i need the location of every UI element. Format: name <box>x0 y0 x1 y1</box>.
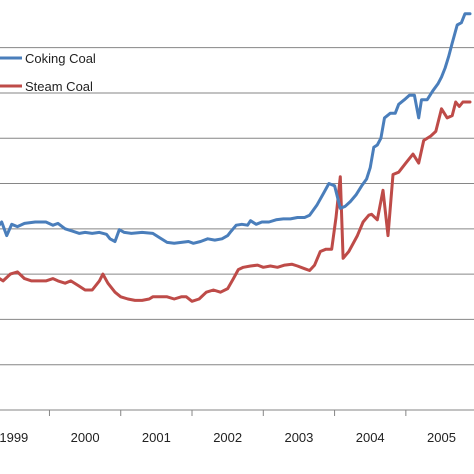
series-line-steam-coal <box>0 100 472 303</box>
x-axis-tick-labels: 1999 2000 2001 2002 2003 2004 2005 <box>0 430 456 445</box>
legend-item-steam-coal: Steam Coal <box>0 79 93 94</box>
legend-item-coking-coal: Coking Coal <box>0 51 96 66</box>
x-axis-ticks <box>48 410 407 416</box>
x-tick-label: 2000 <box>71 430 100 445</box>
x-tick-label: 2005 <box>427 430 456 445</box>
legend: Coking Coal Steam Coal <box>0 51 96 94</box>
legend-label: Steam Coal <box>25 79 93 94</box>
series-line-coking-coal <box>0 12 472 245</box>
x-tick-label: 2004 <box>356 430 385 445</box>
x-tick-label: 1999 <box>0 430 28 445</box>
x-tick-label: 2002 <box>213 430 242 445</box>
legend-label: Coking Coal <box>25 51 96 66</box>
x-tick-label: 2003 <box>284 430 313 445</box>
series-layer <box>0 12 472 303</box>
x-tick-label: 2001 <box>142 430 171 445</box>
gridlines <box>0 47 474 366</box>
